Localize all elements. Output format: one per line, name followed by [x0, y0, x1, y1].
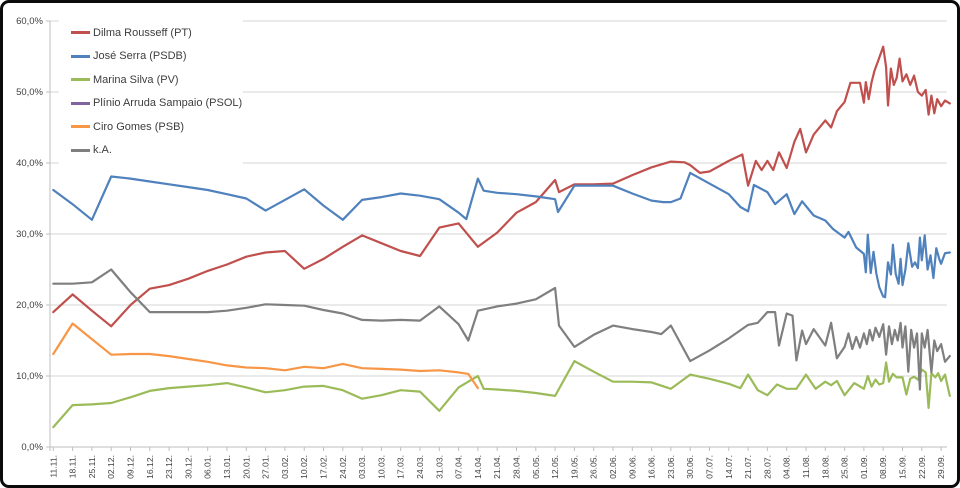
legend-label: Plínio Arruda Sampaio (PSOL) — [93, 97, 243, 110]
x-tick-label: 23.12. — [164, 455, 174, 479]
x-tick-label: 07.04. — [454, 455, 464, 479]
x-tick-label: 17.02. — [319, 455, 329, 479]
y-tick-label: 60,0% — [16, 16, 43, 27]
series-line — [52, 322, 479, 390]
x-tick-label: 16.06. — [647, 455, 657, 479]
x-tick-label: 03.03. — [357, 455, 367, 479]
legend-item: k.A. — [59, 139, 243, 163]
x-tick-label: 04.08. — [782, 455, 792, 479]
x-tick-label: 25.11. — [87, 455, 97, 478]
x-tick-label: 26.05. — [589, 455, 599, 479]
y-tick-label: 0,0% — [21, 442, 43, 453]
legend-swatch-icon — [71, 31, 90, 35]
x-tick-label: 10.03. — [376, 455, 386, 479]
legend-label: Marina Silva (PV) — [93, 73, 179, 86]
legend-item: Ciro Gomes (PSB) — [59, 115, 243, 139]
y-tick-label: 10,0% — [16, 371, 43, 382]
x-tick-label: 15.09. — [898, 455, 908, 479]
x-tick-label: 23.06. — [666, 455, 676, 479]
x-tick-label: 25.08. — [840, 455, 850, 479]
x-tick-label: 18.11. — [68, 455, 78, 478]
x-tick-label: 12.05. — [550, 455, 560, 479]
x-tick-label: 02.12. — [106, 455, 116, 479]
x-tick-label: 01.09. — [859, 455, 869, 479]
y-tick-label: 50,0% — [16, 87, 43, 98]
series-line — [52, 171, 951, 299]
x-tick-label: 06.01. — [203, 455, 213, 479]
legend-label: José Serra (PSDB) — [93, 50, 187, 63]
legend-swatch-icon — [71, 54, 90, 58]
legend-swatch-icon — [71, 101, 90, 105]
legend-swatch-icon — [71, 125, 90, 129]
x-tick-label: 18.08. — [820, 455, 830, 479]
legend-swatch-icon — [71, 148, 90, 152]
x-tick-label: 17.03. — [396, 455, 406, 479]
x-tick-label: 14.04. — [473, 455, 483, 479]
x-tick-label: 02.06. — [608, 455, 618, 479]
x-tick-label: 08.09. — [878, 455, 888, 479]
x-tick-label: 30.12. — [183, 455, 193, 479]
legend-label: Ciro Gomes (PSB) — [93, 120, 185, 133]
x-tick-label: 20.01. — [241, 455, 251, 479]
x-tick-label: 19.05. — [569, 455, 579, 479]
x-tick-label: 16.12. — [145, 455, 155, 479]
x-tick-label: 30.06. — [685, 455, 695, 479]
legend-item: Dilma Rousseff (PT) — [59, 21, 243, 45]
x-tick-label: 10.02. — [299, 455, 309, 479]
legend-label: k.A. — [93, 144, 112, 157]
x-tick-label: 29.09. — [936, 455, 946, 479]
legend-item: Plínio Arruda Sampaio (PSOL) — [59, 92, 243, 116]
series-line — [52, 268, 951, 391]
x-tick-label: 07.07. — [705, 455, 715, 479]
x-tick-label: 09.06. — [627, 455, 637, 479]
x-tick-label: 21.07. — [743, 455, 753, 479]
x-tick-label: 27.01. — [261, 455, 271, 479]
x-tick-label: 14.07. — [724, 455, 734, 479]
x-tick-label: 28.04. — [512, 455, 522, 479]
x-tick-label: 11.11. — [48, 455, 58, 478]
y-tick-label: 40,0% — [16, 158, 43, 169]
legend: Dilma Rousseff (PT) José Serra (PSDB) Mari… — [59, 17, 243, 164]
x-tick-label: 22.09. — [917, 455, 927, 479]
x-tick-label: 21.04. — [492, 455, 502, 479]
x-tick-label: 31.03. — [434, 455, 444, 479]
series-line — [52, 45, 951, 328]
series-line — [52, 360, 951, 429]
x-tick-label: 24.02. — [338, 455, 348, 479]
x-tick-label: 24.03. — [415, 455, 425, 479]
x-tick-label: 11.08. — [801, 455, 811, 478]
x-tick-label: 09.12. — [126, 455, 136, 479]
x-tick-label: 05.05. — [531, 455, 541, 479]
legend-item: José Serra (PSDB) — [59, 45, 243, 69]
x-tick-label: 13.01. — [222, 455, 232, 479]
x-tick-label: 28.07. — [762, 455, 772, 479]
legend-item: Marina Silva (PV) — [59, 68, 243, 92]
legend-label: Dilma Rousseff (PT) — [93, 26, 192, 39]
y-tick-label: 30,0% — [16, 229, 43, 240]
legend-swatch-icon — [71, 78, 90, 82]
x-tick-label: 03.02. — [280, 455, 290, 479]
y-tick-label: 20,0% — [16, 300, 43, 311]
